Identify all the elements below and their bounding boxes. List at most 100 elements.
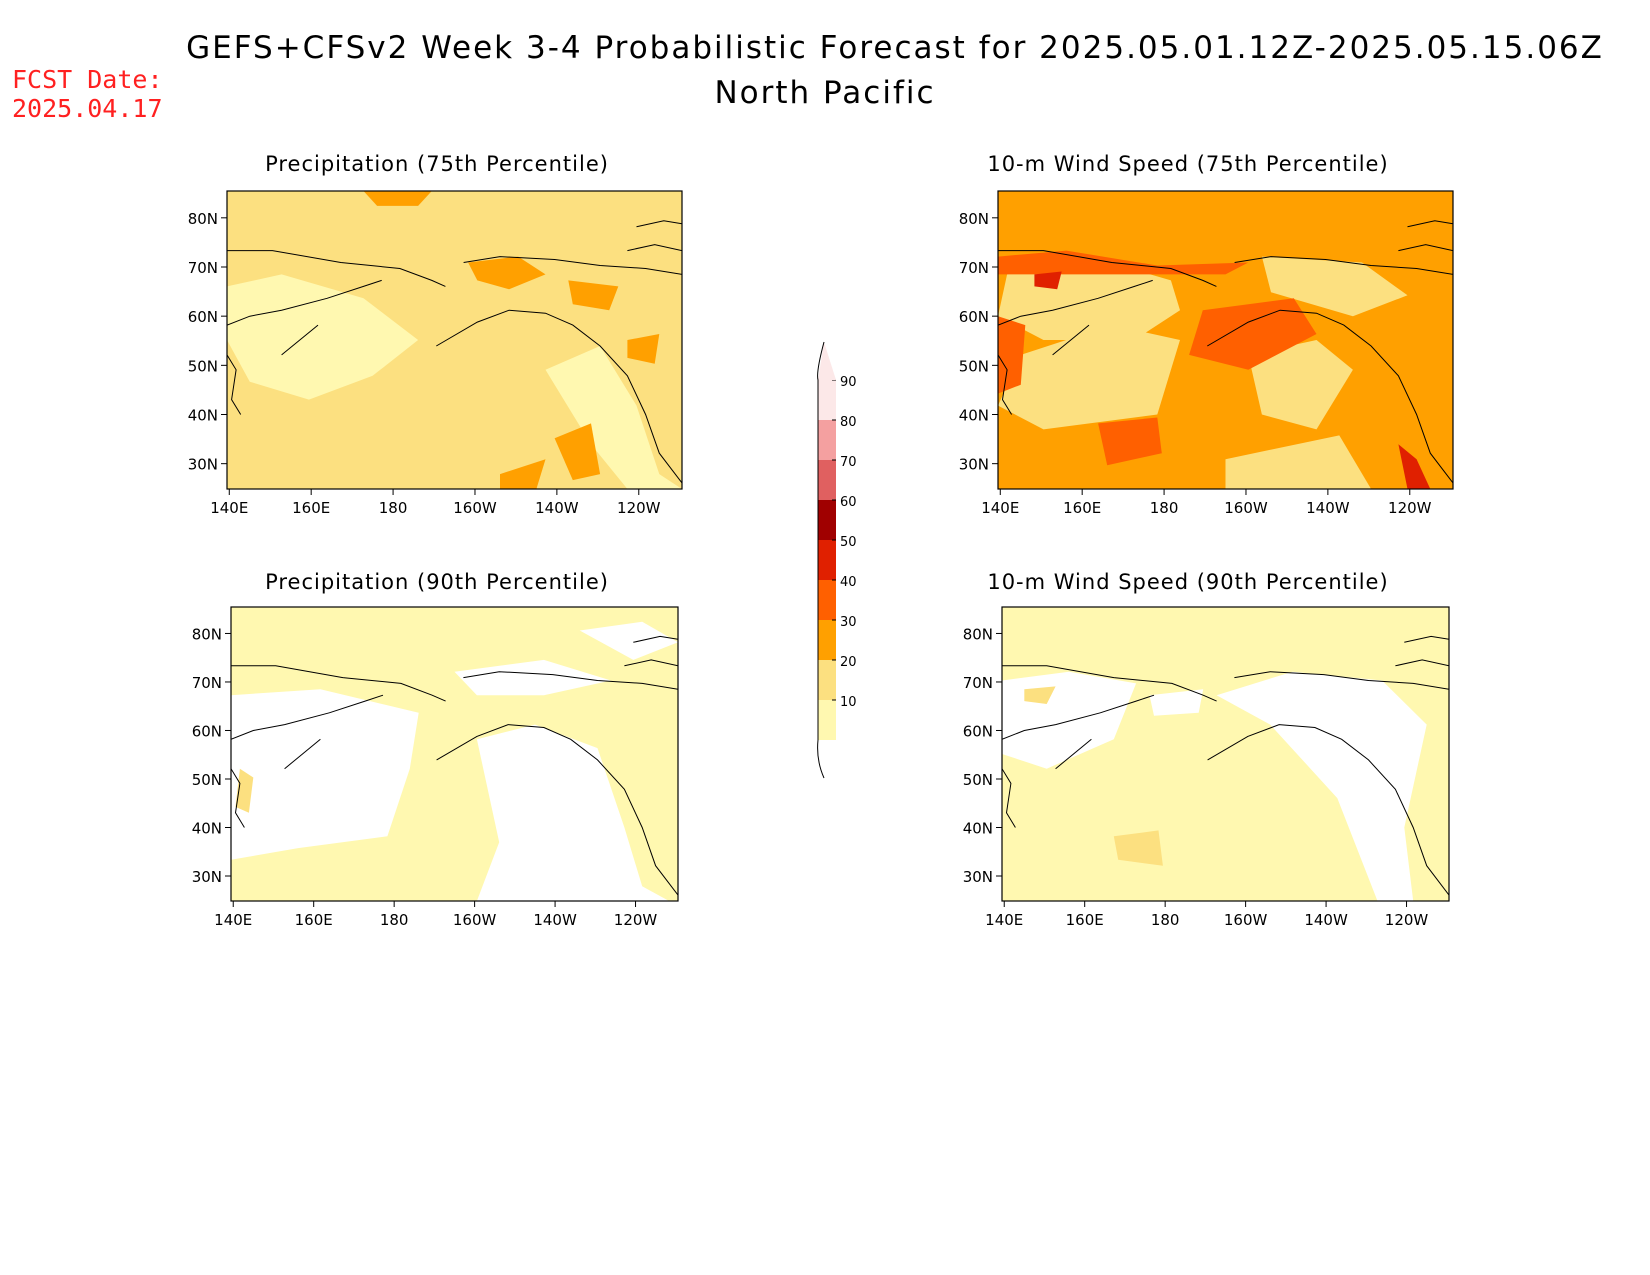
colorbar-swatch (818, 580, 836, 620)
field-contour (554, 423, 601, 481)
lon-tick-label: 120W (1388, 499, 1432, 517)
field-contour (998, 325, 1180, 430)
fcst-date-value: 2025.04.17 (12, 94, 163, 123)
coastline (1207, 724, 1449, 896)
field-contour (468, 256, 546, 290)
coastline (281, 324, 319, 356)
lon-tick-label: 160W (1224, 911, 1268, 929)
lon-tick-label: 120W (1385, 911, 1429, 929)
coastline (436, 309, 682, 484)
lon-tick-label: 140E (981, 499, 1019, 517)
lat-tick-label: 70N (188, 259, 218, 277)
lon-tick-label: 160E (1063, 499, 1101, 517)
colorbar-label: 20 (840, 655, 857, 670)
field-contour (454, 659, 611, 696)
field-contour (998, 250, 1249, 275)
lat-tick-label: 40N (959, 407, 989, 425)
coastline (436, 724, 678, 896)
coastline (284, 738, 321, 770)
coastline (227, 250, 446, 287)
lon-tick-label: 140W (1304, 911, 1348, 929)
colorbar-swatch (818, 660, 836, 700)
lat-tick-label: 50N (959, 357, 989, 375)
lon-tick-label: 140W (535, 499, 579, 517)
coastline (227, 354, 242, 415)
lon-tick-label: 180 (1150, 499, 1179, 517)
lat-tick-label: 60N (192, 722, 222, 740)
field-contour (1248, 340, 1353, 430)
lon-tick-label: 120W (617, 499, 661, 517)
map-frame (997, 190, 1454, 490)
field-contour (1098, 417, 1162, 466)
field-contour (363, 191, 432, 206)
colorbar-swatch (818, 540, 836, 580)
coastline (463, 256, 682, 275)
region-title: North Pacific (714, 75, 936, 111)
coastline (998, 279, 1153, 326)
map-frame (226, 190, 683, 490)
field-contour (1113, 830, 1163, 866)
field-contour (1225, 435, 1372, 489)
lat-tick-label: 30N (963, 868, 993, 886)
lon-tick-label: 140W (533, 911, 577, 929)
colorbar-swatch (818, 500, 836, 540)
colorbar-swatch (818, 700, 836, 740)
colorbar-swatch (818, 620, 836, 660)
lat-tick-label: 40N (963, 820, 993, 838)
coastline (1234, 671, 1449, 690)
field-contour (500, 459, 546, 489)
coastline (1395, 659, 1449, 667)
colorbar-outline (817, 341, 825, 779)
coastline (1052, 324, 1090, 356)
coastline (1407, 220, 1453, 228)
coastline (1234, 256, 1453, 275)
lon-tick-label: 140E (214, 911, 252, 929)
colorbar-swatch (818, 420, 836, 460)
lat-tick-label: 70N (959, 259, 989, 277)
lon-tick-label: 120W (614, 911, 658, 929)
coastline (1002, 694, 1155, 740)
lon-tick-label: 160E (295, 911, 333, 929)
coastline (231, 665, 446, 702)
lat-tick-label: 80N (959, 210, 989, 228)
coastline (624, 659, 678, 667)
lat-tick-label: 70N (963, 674, 993, 692)
lat-tick-label: 30N (192, 868, 222, 886)
lat-tick-label: 50N (963, 771, 993, 789)
field-contour (1024, 686, 1056, 704)
colorbar-top-cap (818, 342, 836, 380)
colorbar-label: 10 (840, 695, 857, 710)
map-panel-2: 80N 70N 60N 50N 40N 30N 140E 160E 180 160W 140W 120… (959, 190, 1454, 517)
panel-title-precip-75: Precipitation (75th Percentile) (265, 152, 609, 176)
field-contour (627, 334, 660, 364)
map-panel-3: 80N 70N 60N 50N 40N 30N 140E 160E 180 160W 140W 120… (192, 606, 679, 929)
coastline (231, 768, 245, 828)
colorbar-label: 40 (840, 575, 857, 590)
coastline (227, 279, 382, 326)
map-panel-1: 80N 70N 60N 50N 40N 30N 140E 160E 180 160W 140W 120… (188, 190, 683, 517)
field-contour (998, 316, 1026, 394)
lat-tick-label: 30N (959, 456, 989, 474)
lat-tick-label: 70N (192, 674, 222, 692)
coastline (1055, 738, 1092, 770)
coastline (1398, 244, 1453, 252)
lat-tick-label: 50N (192, 771, 222, 789)
coastline (633, 635, 678, 643)
lon-tick-label: 180 (1151, 911, 1180, 929)
colorbar-label: 80 (840, 415, 857, 430)
field-contour (235, 768, 254, 813)
coastline (231, 694, 384, 740)
field-contour (1034, 271, 1062, 290)
field-contour (1398, 444, 1431, 489)
lon-tick-label: 160W (453, 499, 497, 517)
lat-tick-label: 80N (963, 625, 993, 643)
colorbar-bottom-cap (818, 740, 836, 778)
colorbar-swatch (818, 380, 836, 420)
field-contour (568, 280, 619, 311)
lon-tick-label: 140E (985, 911, 1023, 929)
lat-tick-label: 50N (188, 357, 218, 375)
field-contour (1216, 671, 1427, 901)
field-contour (476, 724, 670, 901)
colorbar-label: 60 (840, 495, 857, 510)
